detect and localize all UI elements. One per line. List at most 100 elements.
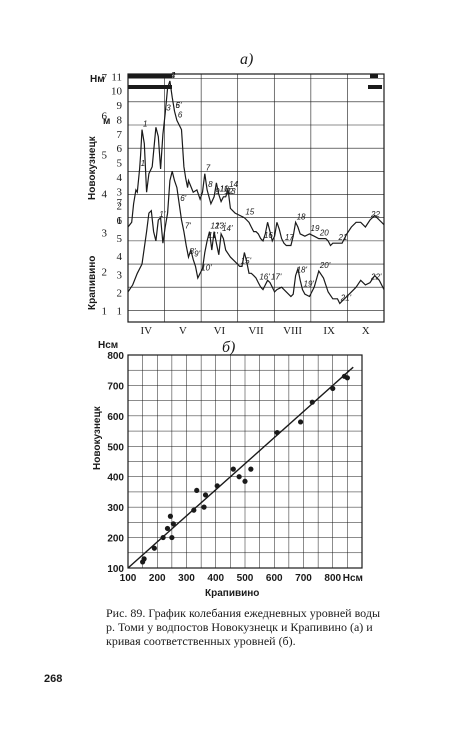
panel-b-ytick: 100 [107,564,124,575]
panel-b-xtick: 100 [120,573,137,584]
peak-label: 8 [208,180,213,189]
peak-label: 17' [271,273,282,282]
scale-bottom-label: 6 [117,215,123,227]
peak-label: 1 [143,120,147,129]
peak-label: 3 [166,103,171,112]
data-point [230,466,236,472]
scale-top-label: 2 [117,201,123,213]
peak-label: 10 [220,185,229,194]
scale-top-label: 5 [117,158,123,170]
peak-label: 7' [185,222,191,231]
panel-b-y-unit: Нсм [98,340,118,351]
panel-a-ylabel-bottom: Крапивино [87,256,98,310]
caption-line-2: р. Томи у водпостов Новокузнецк и Крапив… [106,620,373,634]
data-point [191,507,197,513]
month-label: V [179,325,187,337]
data-point [344,375,350,381]
data-point [141,556,147,562]
scale-nm-label: 4 [102,189,108,201]
scale-bottom-label: 3 [117,269,123,281]
panel-a-month-labels: IV V VI VII VIII IX X [140,325,369,337]
peak-label: 9 [215,187,220,196]
panel-b-label: б) [222,339,235,356]
ice-bar-bottom-right [368,85,382,89]
caption-line-3: кривая соответственных уровней (б). [106,634,296,648]
panel-b-ytick: 400 [107,473,124,484]
peak-label: 19 [311,224,320,233]
peak-label: 21 [337,233,347,242]
panel-a-series [127,80,385,305]
peak-label: 5 [176,101,181,110]
peak-label: 7 [206,164,211,173]
panel-b-ytick: 700 [107,381,124,392]
scale-nm-label: 3 [102,228,108,240]
figure: а) Нм м Новокузнецк Крапивино 1234567123… [87,51,385,599]
month-label: X [362,325,370,337]
data-point [242,478,248,484]
scale-bottom-label: 1 [117,305,123,317]
scale-top-label: 8 [117,114,123,126]
panel-b-xtick: 800 [324,573,341,584]
data-point [194,487,200,494]
peak-label: 18' [297,266,308,275]
panel-b-points [140,373,350,565]
figure-caption: Рис. 89. График колебания ежедневных уро… [106,606,418,648]
panel-b-x-unit: Нсм [343,573,363,584]
peak-label: 13' [215,222,226,231]
ice-bar-bottom-left [128,85,172,89]
peak-label: 12' [210,222,221,231]
ice-bar-top-right [370,74,378,78]
peak-label: 14' [222,224,233,233]
panel-b-xtick: 200 [149,573,166,584]
scale-top-label: 3 [117,186,123,198]
peak-label: 6' [180,194,186,203]
panel-b-ytick: 600 [107,412,124,423]
peak-label: 13 [227,187,236,196]
peak-label: 20' [319,261,331,270]
peak-label: 1' [159,210,165,219]
month-label: IV [140,325,152,337]
scale-top-label: 11 [111,71,122,83]
month-label: VI [214,325,226,337]
peak-label: 16' [259,273,270,282]
panel-a-ylabel-top: Новокузнецк [87,135,98,200]
panel-b-fit-line [127,366,354,569]
data-point [151,545,157,551]
scale-top-label: 9 [117,100,123,112]
peak-label: 20 [319,229,329,238]
ice-bar-top-left [128,74,172,78]
month-label: IX [323,325,335,337]
panel-b-ytick: 300 [107,503,124,514]
panel-b-ylabel: Новокузнецк [92,405,103,470]
peak-label: 6 [178,110,183,119]
data-point [248,466,254,472]
data-point [236,474,242,480]
peak-label: 1 [141,159,145,168]
peak-label: 15 [245,208,254,217]
panel-b-scatter-chart: б) Нсм Новокузнецк Крапивино 100 200 300 40… [92,339,363,599]
data-point [170,521,176,527]
panel-b-ytick: 500 [107,442,124,453]
panel-a-label: а) [240,51,253,68]
peak-label: 14 [229,180,238,189]
data-point [167,513,174,519]
month-label: VIII [283,325,302,337]
peak-label: 12 [224,187,233,196]
data-point [160,534,166,541]
scale-top-label: 7 [117,129,123,141]
peak-label: 4 [171,71,176,80]
caption-line-1: Рис. 89. График колебания ежедневных уро… [106,606,381,620]
peak-label: 18 [297,212,306,221]
series-line-novokuznetsk [127,80,385,247]
peak-label: 22 [370,210,380,219]
panel-b-ytick: 800 [107,351,124,362]
panel-a-m-unit: м [103,116,110,127]
panel-b-xtick: 600 [266,573,283,584]
scale-top-label: 10 [111,86,123,98]
panel-b-xtick: 400 [207,573,224,584]
panel-a-line-chart: а) Нм м Новокузнецк Крапивино 1234567123… [87,51,385,337]
peak-label: 19' [304,280,315,289]
panel-a-frame [127,73,385,323]
peak-label: 16 [264,231,273,240]
